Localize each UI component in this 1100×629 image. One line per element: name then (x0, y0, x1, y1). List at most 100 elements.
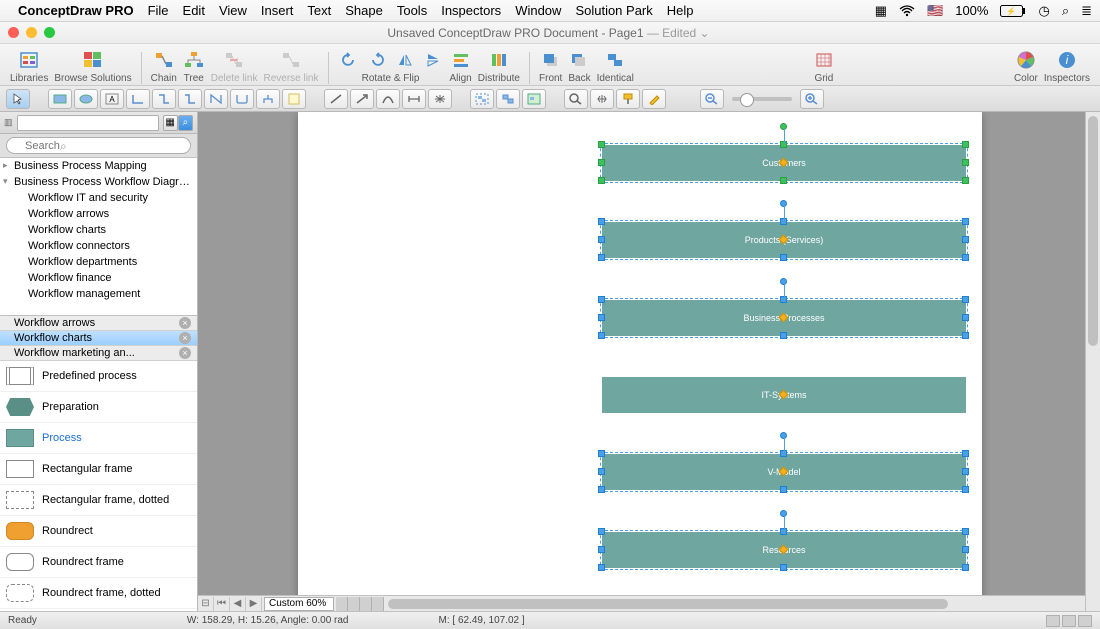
shape-row[interactable]: Rectangular frame, dotted (0, 485, 197, 516)
status-icon[interactable] (1062, 615, 1076, 627)
resize-handle[interactable] (780, 332, 787, 339)
menu-window[interactable]: Window (515, 3, 561, 18)
clock-icon[interactable]: ◷ (1038, 3, 1049, 19)
lib-tab[interactable]: Workflow arrows× (0, 316, 197, 331)
inspectors-icon[interactable]: i (1056, 50, 1078, 70)
page-split-icon[interactable]: ⊟ (198, 597, 214, 611)
status-icon[interactable] (1046, 615, 1060, 627)
connector-z-tool[interactable] (178, 89, 202, 109)
resize-handle[interactable] (962, 296, 969, 303)
resize-handle[interactable] (962, 218, 969, 225)
close-icon[interactable]: × (179, 347, 191, 359)
drawing-page[interactable]: CustomersProducts (Services)Business Pro… (298, 112, 982, 611)
tree-child[interactable]: Workflow connectors (0, 238, 197, 254)
pan-tool[interactable] (590, 89, 614, 109)
tree-child[interactable]: Workflow departments (0, 254, 197, 270)
resize-handle[interactable] (598, 236, 605, 243)
rotate-right-icon[interactable] (366, 50, 388, 70)
minimize-window-icon[interactable] (26, 27, 37, 38)
lib-tab[interactable]: Workflow marketing an...× (0, 346, 197, 361)
tree-child[interactable]: Workflow management (0, 286, 197, 302)
page-prev-icon[interactable]: ◀ (230, 597, 246, 611)
flip-v-icon[interactable] (422, 50, 444, 70)
zoom-window-icon[interactable] (44, 27, 55, 38)
curve-tool[interactable] (376, 89, 400, 109)
rect-tool[interactable] (48, 89, 72, 109)
resize-handle[interactable] (598, 177, 605, 184)
app-name[interactable]: ConceptDraw PRO (18, 3, 134, 18)
view-search-icon[interactable]: ⌕ (178, 115, 193, 131)
close-icon[interactable]: × (179, 332, 191, 344)
search-input[interactable] (6, 137, 191, 154)
menu-extra-icon[interactable]: ≣ (1081, 3, 1092, 19)
resize-handle[interactable] (962, 254, 969, 261)
shape-row[interactable]: Preparation (0, 392, 197, 423)
flag-icon[interactable]: 🇺🇸 (927, 3, 943, 19)
resize-handle[interactable] (962, 528, 969, 535)
menu-inspectors[interactable]: Inspectors (441, 3, 501, 18)
distribute-icon[interactable] (488, 50, 510, 70)
resize-handle[interactable] (780, 254, 787, 261)
resize-handle[interactable] (962, 468, 969, 475)
connector-step-tool[interactable] (152, 89, 176, 109)
dimension-star-tool[interactable] (428, 89, 452, 109)
shape-list[interactable]: Predefined process Preparation Process R… (0, 361, 197, 611)
flip-h-icon[interactable] (394, 50, 416, 70)
connector-tree-tool[interactable] (256, 89, 280, 109)
ellipse-tool[interactable] (74, 89, 98, 109)
resize-handle[interactable] (962, 486, 969, 493)
dimension-h-tool[interactable] (402, 89, 426, 109)
page-next-icon[interactable]: ▶ (246, 597, 262, 611)
resize-handle[interactable] (598, 218, 605, 225)
resize-handle[interactable] (598, 254, 605, 261)
ungroup-tool[interactable] (496, 89, 520, 109)
menu-view[interactable]: View (219, 3, 247, 18)
vertical-scrollbar[interactable] (1085, 112, 1100, 611)
lib-tab[interactable]: Workflow charts× (0, 331, 197, 346)
scrollbar-thumb[interactable] (1088, 116, 1098, 346)
chain-icon[interactable] (153, 50, 175, 70)
menu-edit[interactable]: Edit (183, 3, 205, 18)
resize-handle[interactable] (962, 236, 969, 243)
canvas-scroll[interactable]: CustomersProducts (Services)Business Pro… (198, 112, 1100, 611)
shape-row[interactable]: Predefined process (0, 361, 197, 392)
note-tool[interactable] (282, 89, 306, 109)
shape-row[interactable]: Process (0, 423, 197, 454)
back-icon[interactable] (568, 50, 590, 70)
connector-u-tool[interactable] (230, 89, 254, 109)
resize-handle[interactable] (598, 468, 605, 475)
align-icon[interactable] (450, 50, 472, 70)
resize-handle[interactable] (598, 546, 605, 553)
library-tree[interactable]: Business Process Mapping Business Proces… (0, 158, 197, 316)
shape-row[interactable]: Rectangular frame (0, 454, 197, 485)
library-filter-input[interactable] (17, 115, 159, 131)
zoom-select[interactable]: Custom 60% (264, 597, 334, 611)
resize-handle[interactable] (780, 564, 787, 571)
spotlight-icon[interactable]: ⌕ (1062, 3, 1069, 19)
tree-child[interactable]: Workflow IT and security (0, 190, 197, 206)
shape-row[interactable]: Roundrect frame (0, 547, 197, 578)
grid-icon[interactable] (813, 50, 835, 70)
resize-handle[interactable] (598, 159, 605, 166)
format-painter-tool[interactable] (616, 89, 640, 109)
title-dropdown-icon[interactable]: ⌄ (700, 26, 710, 40)
page-tabs[interactable] (336, 597, 384, 611)
line-tool[interactable] (324, 89, 348, 109)
shape-row[interactable]: Roundrect frame, dotted (0, 578, 197, 609)
resize-handle[interactable] (598, 450, 605, 457)
status-icon[interactable] (1078, 615, 1092, 627)
wifi-icon[interactable] (899, 5, 915, 17)
delete-link-icon[interactable] (223, 50, 245, 70)
menu-insert[interactable]: Insert (261, 3, 294, 18)
menu-text[interactable]: Text (307, 3, 331, 18)
rotate-left-icon[interactable] (338, 50, 360, 70)
resize-handle[interactable] (598, 141, 605, 148)
close-window-icon[interactable] (8, 27, 19, 38)
reverse-link-icon[interactable] (280, 50, 302, 70)
page-first-icon[interactable]: ⏮ (214, 597, 230, 611)
resize-handle[interactable] (962, 177, 969, 184)
panel-toggle-icon[interactable]: ▥ (4, 117, 13, 128)
zoom-slider[interactable] (732, 97, 792, 101)
tree-root-mapping[interactable]: Business Process Mapping (0, 158, 197, 174)
zoom-out-button[interactable] (700, 89, 724, 109)
